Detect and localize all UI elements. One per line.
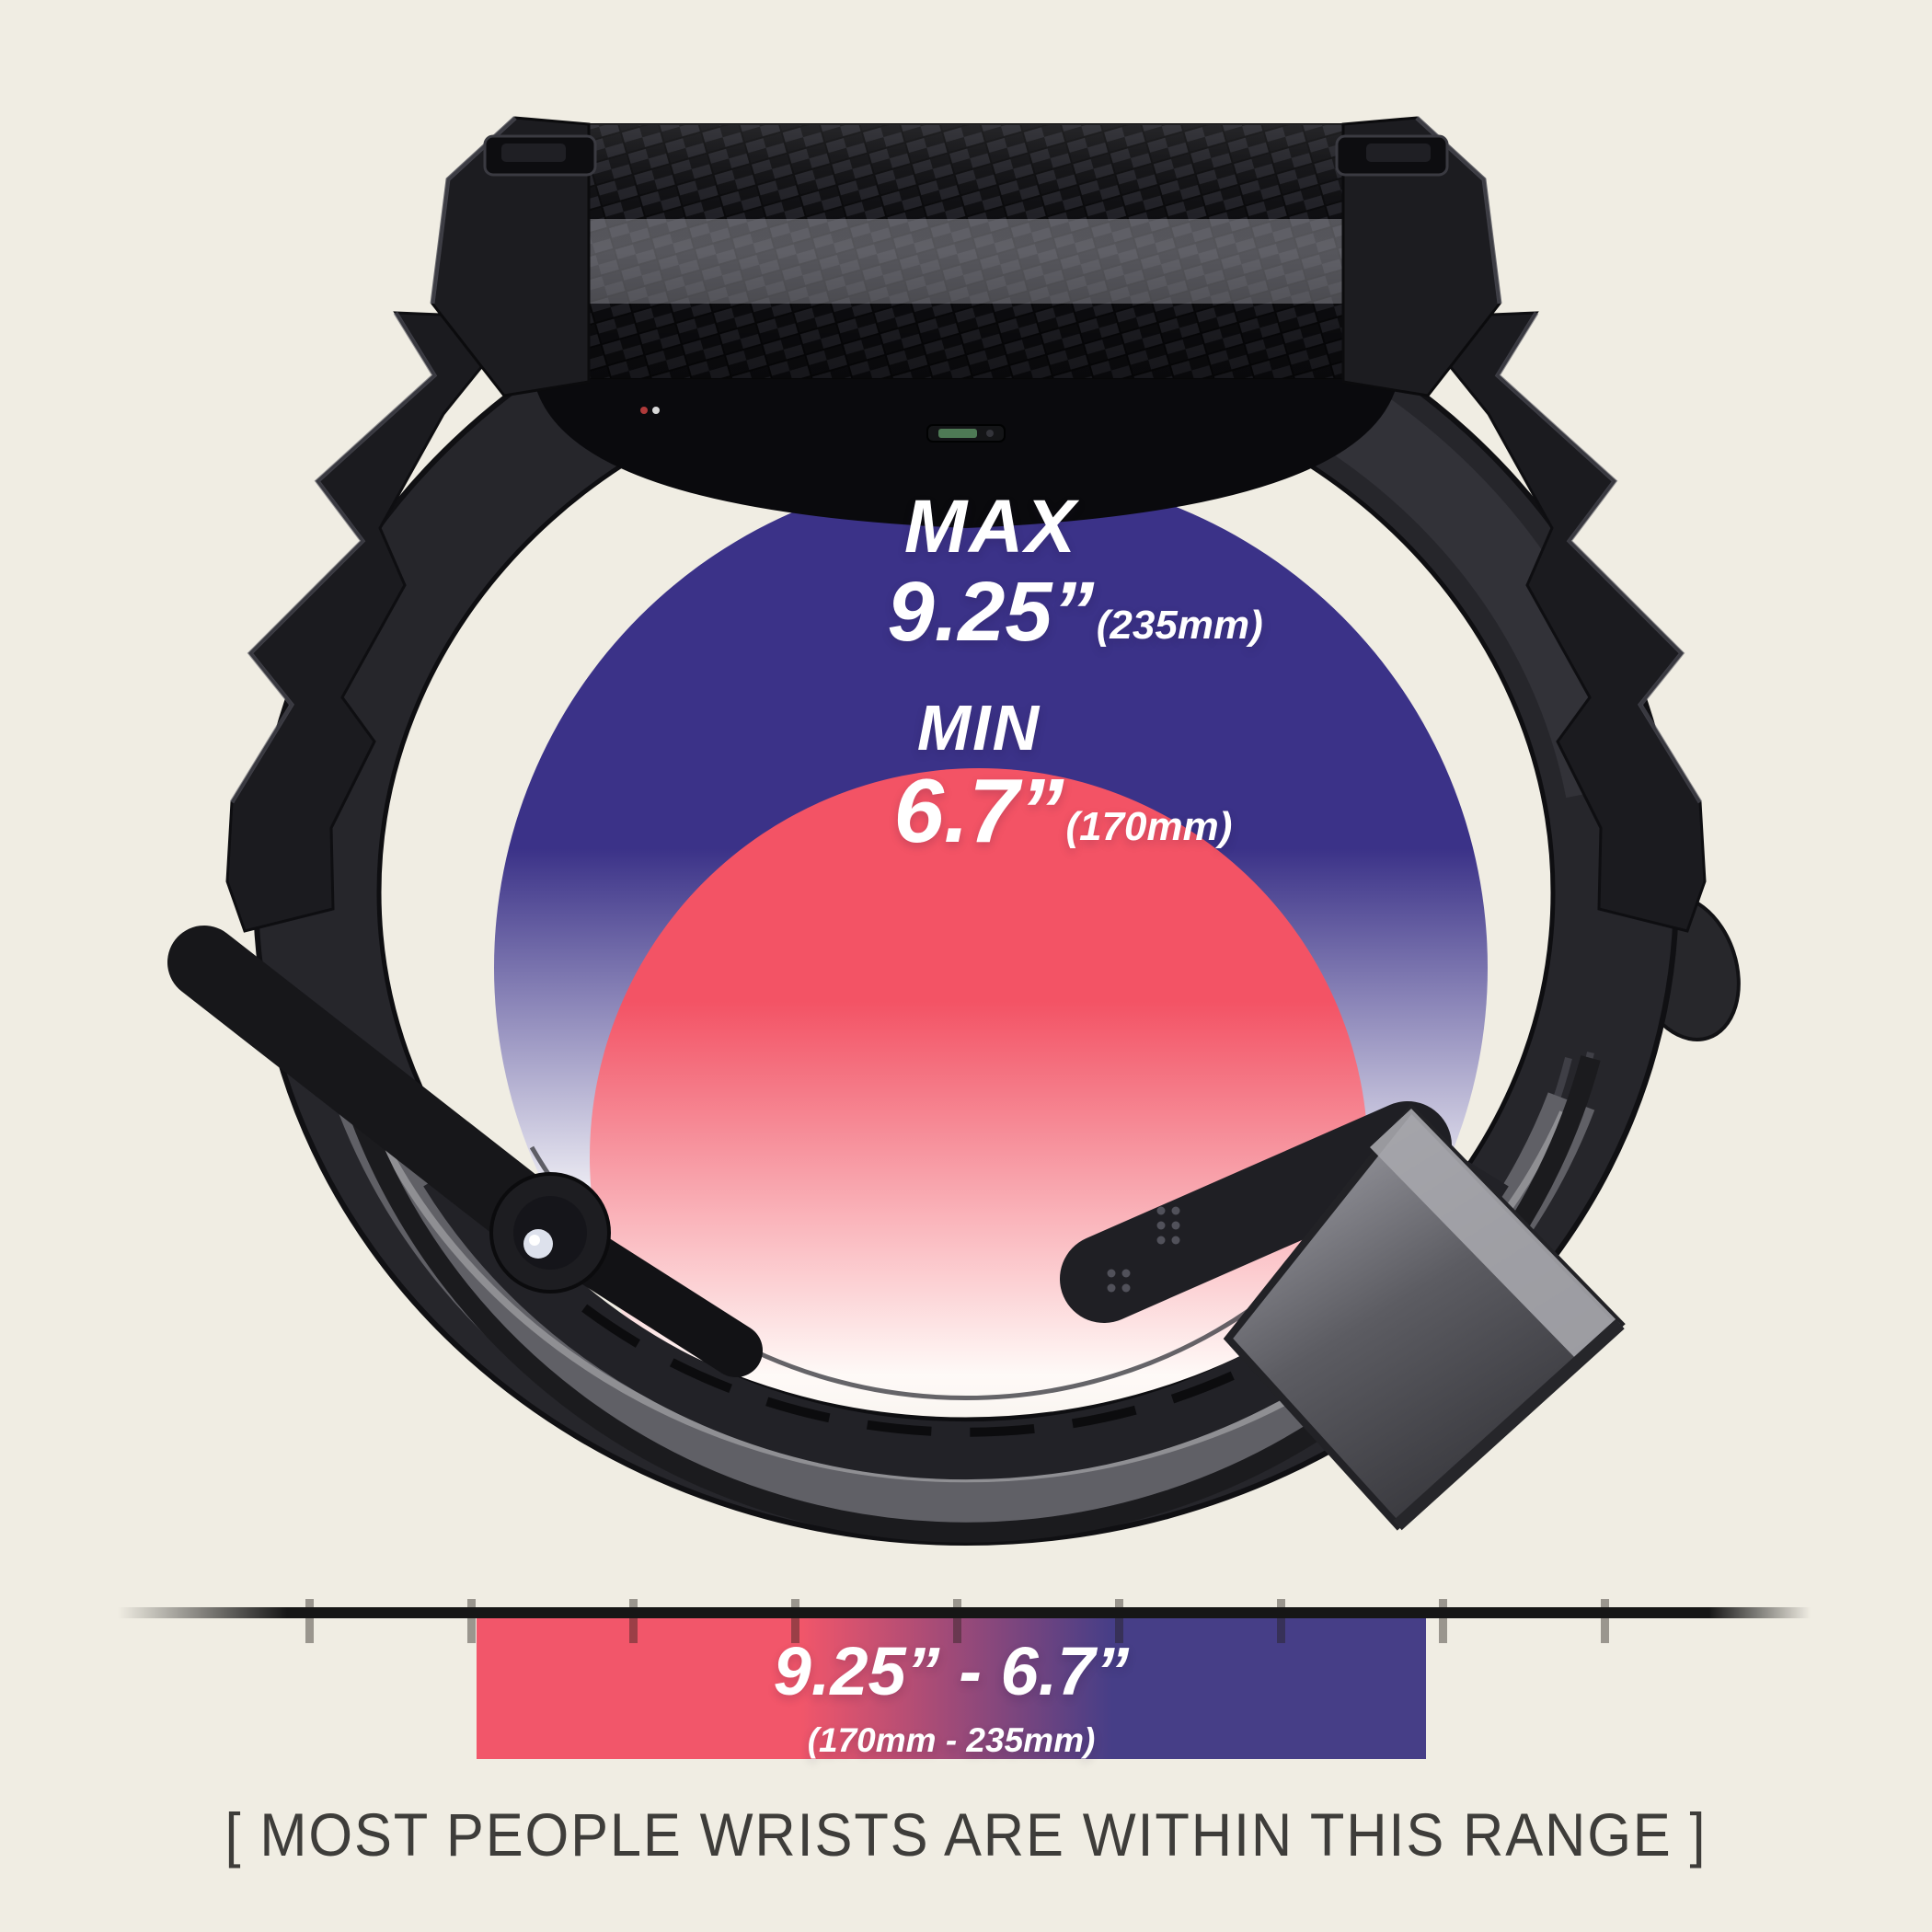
- ruler-tick: [629, 1599, 638, 1643]
- range-value: 9.25” - 6.7”: [773, 1633, 1130, 1709]
- range-bar: 9.25” - 6.7” (170mm - 235mm): [477, 1617, 1426, 1759]
- ruler-tick: [1601, 1599, 1609, 1643]
- zigzag-strap-left: [225, 311, 511, 933]
- min-metric: (170mm): [1065, 803, 1233, 849]
- ruler-ticks: [0, 1599, 1932, 1643]
- max-metric: (235mm): [1096, 603, 1263, 649]
- ruler-tick: [305, 1599, 314, 1643]
- max-title: MAX: [903, 485, 1078, 569]
- ruler-tick: [1115, 1599, 1123, 1643]
- min-label-group: MIN 6.7” (170mm): [590, 692, 1368, 861]
- ruler-tick: [791, 1599, 799, 1643]
- range-metric: (170mm - 235mm): [807, 1721, 1096, 1759]
- buckle-keeper: [1060, 1101, 1626, 1531]
- ruler-tick: [953, 1599, 961, 1643]
- ruler-tick: [1439, 1599, 1447, 1643]
- case-button-right: [1335, 134, 1449, 177]
- min-title: MIN: [916, 692, 1041, 764]
- max-value: 9.25” (235mm): [887, 564, 1263, 659]
- watch-back: [534, 379, 1398, 528]
- folding-clasp: [167, 926, 763, 1377]
- case-button-left: [483, 134, 597, 177]
- watch-case: [430, 116, 1502, 528]
- charging-port: [926, 424, 1006, 443]
- ruler-line: [118, 1607, 1811, 1618]
- caption: [ MOST PEOPLE WRISTS ARE WITHIN THIS RAN…: [224, 1800, 1708, 1869]
- zigzag-strap-right: [1421, 311, 1707, 933]
- ruler-tick: [467, 1599, 476, 1643]
- max-label-group: MAX 9.25” (235mm): [494, 485, 1488, 659]
- ruler-tick: [1277, 1599, 1285, 1643]
- min-value: 6.7” (170mm): [893, 759, 1233, 861]
